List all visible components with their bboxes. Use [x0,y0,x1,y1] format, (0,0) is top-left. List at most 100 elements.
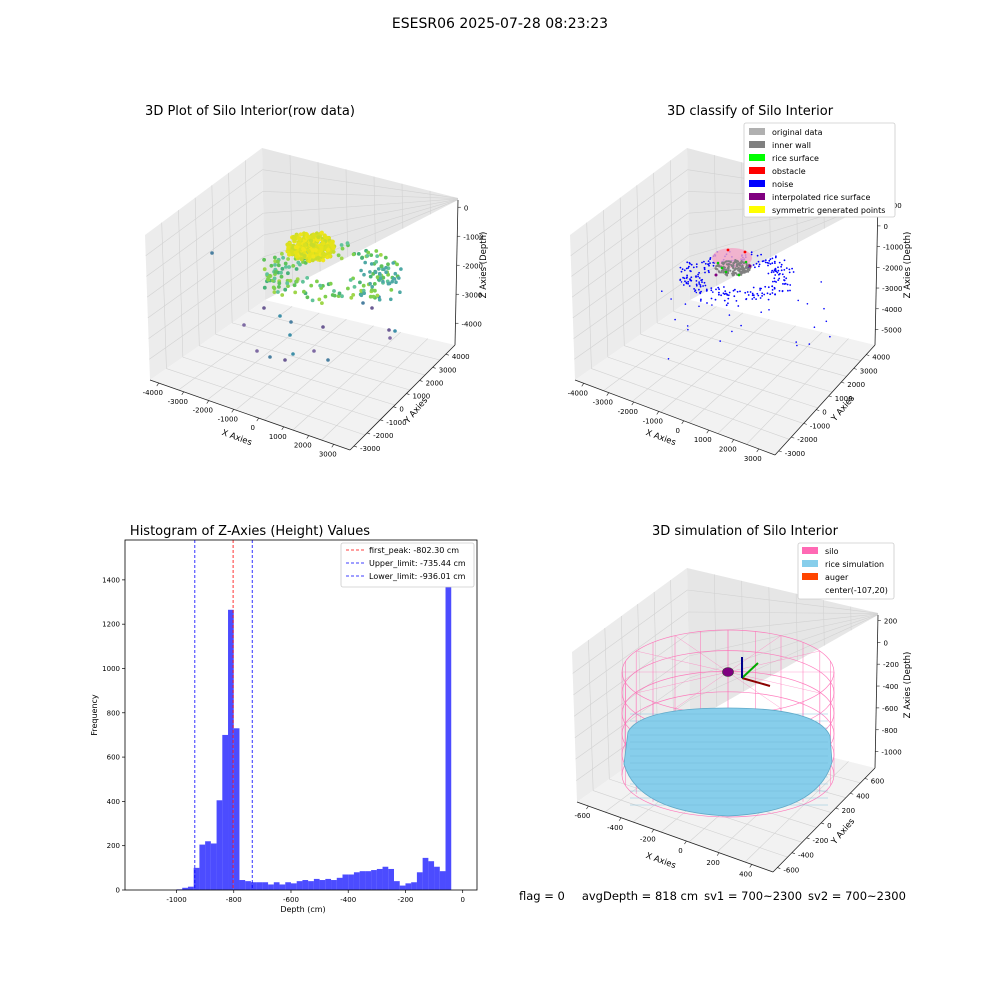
histogram-bar [353,872,360,890]
noise-point [728,314,731,316]
noise-point [797,299,799,302]
data-point [360,256,364,260]
raw-3d-title: 3D Plot of Silo Interior(row data) [145,104,355,119]
data-point [305,276,310,280]
x-axis-line [576,801,774,873]
data-point [372,282,377,286]
data-point [311,233,316,238]
grid-line [620,615,626,768]
raw-points [210,230,403,362]
data-point [326,358,330,362]
grid-line [401,183,404,229]
data-point [269,263,274,268]
grid-line [570,169,688,256]
data-point [375,254,380,258]
data-point [374,260,379,264]
y-tick-label: -3000 [360,445,380,453]
data-point [284,265,288,269]
grid-line [603,210,609,358]
classify-legend: original data inner wall rice surface obsta… [743,122,896,218]
noise-point [779,272,781,275]
grid-line [660,319,770,413]
noise-point [686,261,689,264]
data-point [287,252,292,257]
noise-point [695,280,698,282]
noise-point [719,340,721,342]
y-tick [850,792,854,795]
noise-point [760,287,762,290]
histogram-title: Histogram of Z-Axies (Height) Values [129,524,371,539]
noise-point [746,291,749,293]
grid-line [636,185,642,335]
y-tick [393,406,397,408]
noise-point [727,302,729,305]
z-axis-line [874,199,879,346]
noise-point [773,260,776,263]
histogram-bar [193,867,200,890]
grid-line [687,589,879,614]
data-point [283,287,288,292]
data-point [268,355,272,359]
histogram-bar [411,882,417,890]
histogram-bar [308,881,314,890]
grid-line [232,322,426,376]
inner-wall-point [716,268,719,271]
data-point [378,253,383,257]
y-tick-label: -3000 [785,450,805,458]
grid-line [228,172,233,323]
noise-point [785,267,788,269]
histogram-bar [239,880,246,890]
grid-line [768,587,771,677]
noise-point [698,271,700,274]
noise-point [695,266,698,268]
grid-line [571,191,689,277]
plot-frame [124,539,478,891]
noise-point [755,262,758,265]
x-tick [731,439,734,443]
noise-point [773,277,776,280]
z-tick-label: -2000 [463,262,483,270]
floor-pane [575,300,875,455]
data-point [286,245,291,250]
data-point [268,273,272,278]
obstacle-point [726,248,730,252]
noise-point [685,267,688,270]
histogram-bar [371,870,377,890]
back-left-pane [145,148,265,380]
grid-line [653,172,658,323]
noise-point [783,279,786,282]
noise-point [710,287,713,289]
axes-3d-frame: -4000 -3000 -2000 -1000 0 1000 2000 3000 -3000 -2… [143,148,489,458]
noise-point [723,299,726,302]
histogram-legend: first_peak: -802.30 cm Upper_limit: -735.… [340,542,475,588]
histogram-bar [285,882,291,890]
back-left-pane [572,568,690,802]
y-tick-label: 400 [107,798,120,806]
data-point [283,261,288,266]
noise-point [708,264,710,267]
noise-point [781,273,784,276]
noise-point [703,281,706,284]
data-point [394,280,398,285]
data-point [370,285,375,289]
data-point [368,281,372,286]
noise-point [726,293,728,296]
x-tick-label: 0 [251,424,255,432]
raw-3d-scatter-plot: -4000 -3000 -2000 -1000 0 1000 2000 3000 -3000 -2… [143,148,489,458]
data-point [292,283,297,288]
data-point [375,275,380,280]
legend-label: Upper_limit: -735.44 cm [369,559,466,568]
noise-point [709,258,711,261]
rice-surface-point [737,273,741,277]
obstacle-point [743,250,747,254]
data-point [318,283,323,288]
inner-wall-point [726,271,730,275]
grid-line [182,356,381,421]
data-point [351,293,356,297]
legend-swatch [749,193,765,200]
data-point [319,230,324,235]
histogram-bar [422,857,429,890]
z-axis-line [454,199,459,346]
grid-line [689,614,879,701]
histogram-bar [376,868,383,890]
